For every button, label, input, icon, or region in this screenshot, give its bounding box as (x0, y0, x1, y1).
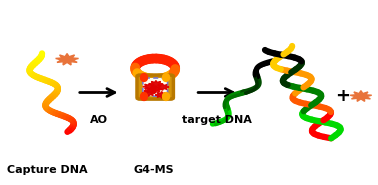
Polygon shape (143, 83, 156, 90)
Polygon shape (145, 87, 158, 94)
Polygon shape (156, 84, 169, 90)
FancyBboxPatch shape (143, 78, 167, 96)
Text: Capture DNA: Capture DNA (8, 165, 88, 175)
Text: target DNA: target DNA (182, 115, 252, 125)
Polygon shape (142, 90, 155, 96)
Text: AO: AO (90, 115, 108, 125)
Polygon shape (155, 92, 168, 98)
Polygon shape (56, 54, 79, 65)
Text: G4-MS: G4-MS (133, 165, 174, 175)
Text: +: + (335, 87, 350, 105)
Polygon shape (149, 86, 162, 93)
FancyBboxPatch shape (137, 75, 174, 99)
Polygon shape (350, 91, 372, 101)
Polygon shape (149, 80, 163, 87)
